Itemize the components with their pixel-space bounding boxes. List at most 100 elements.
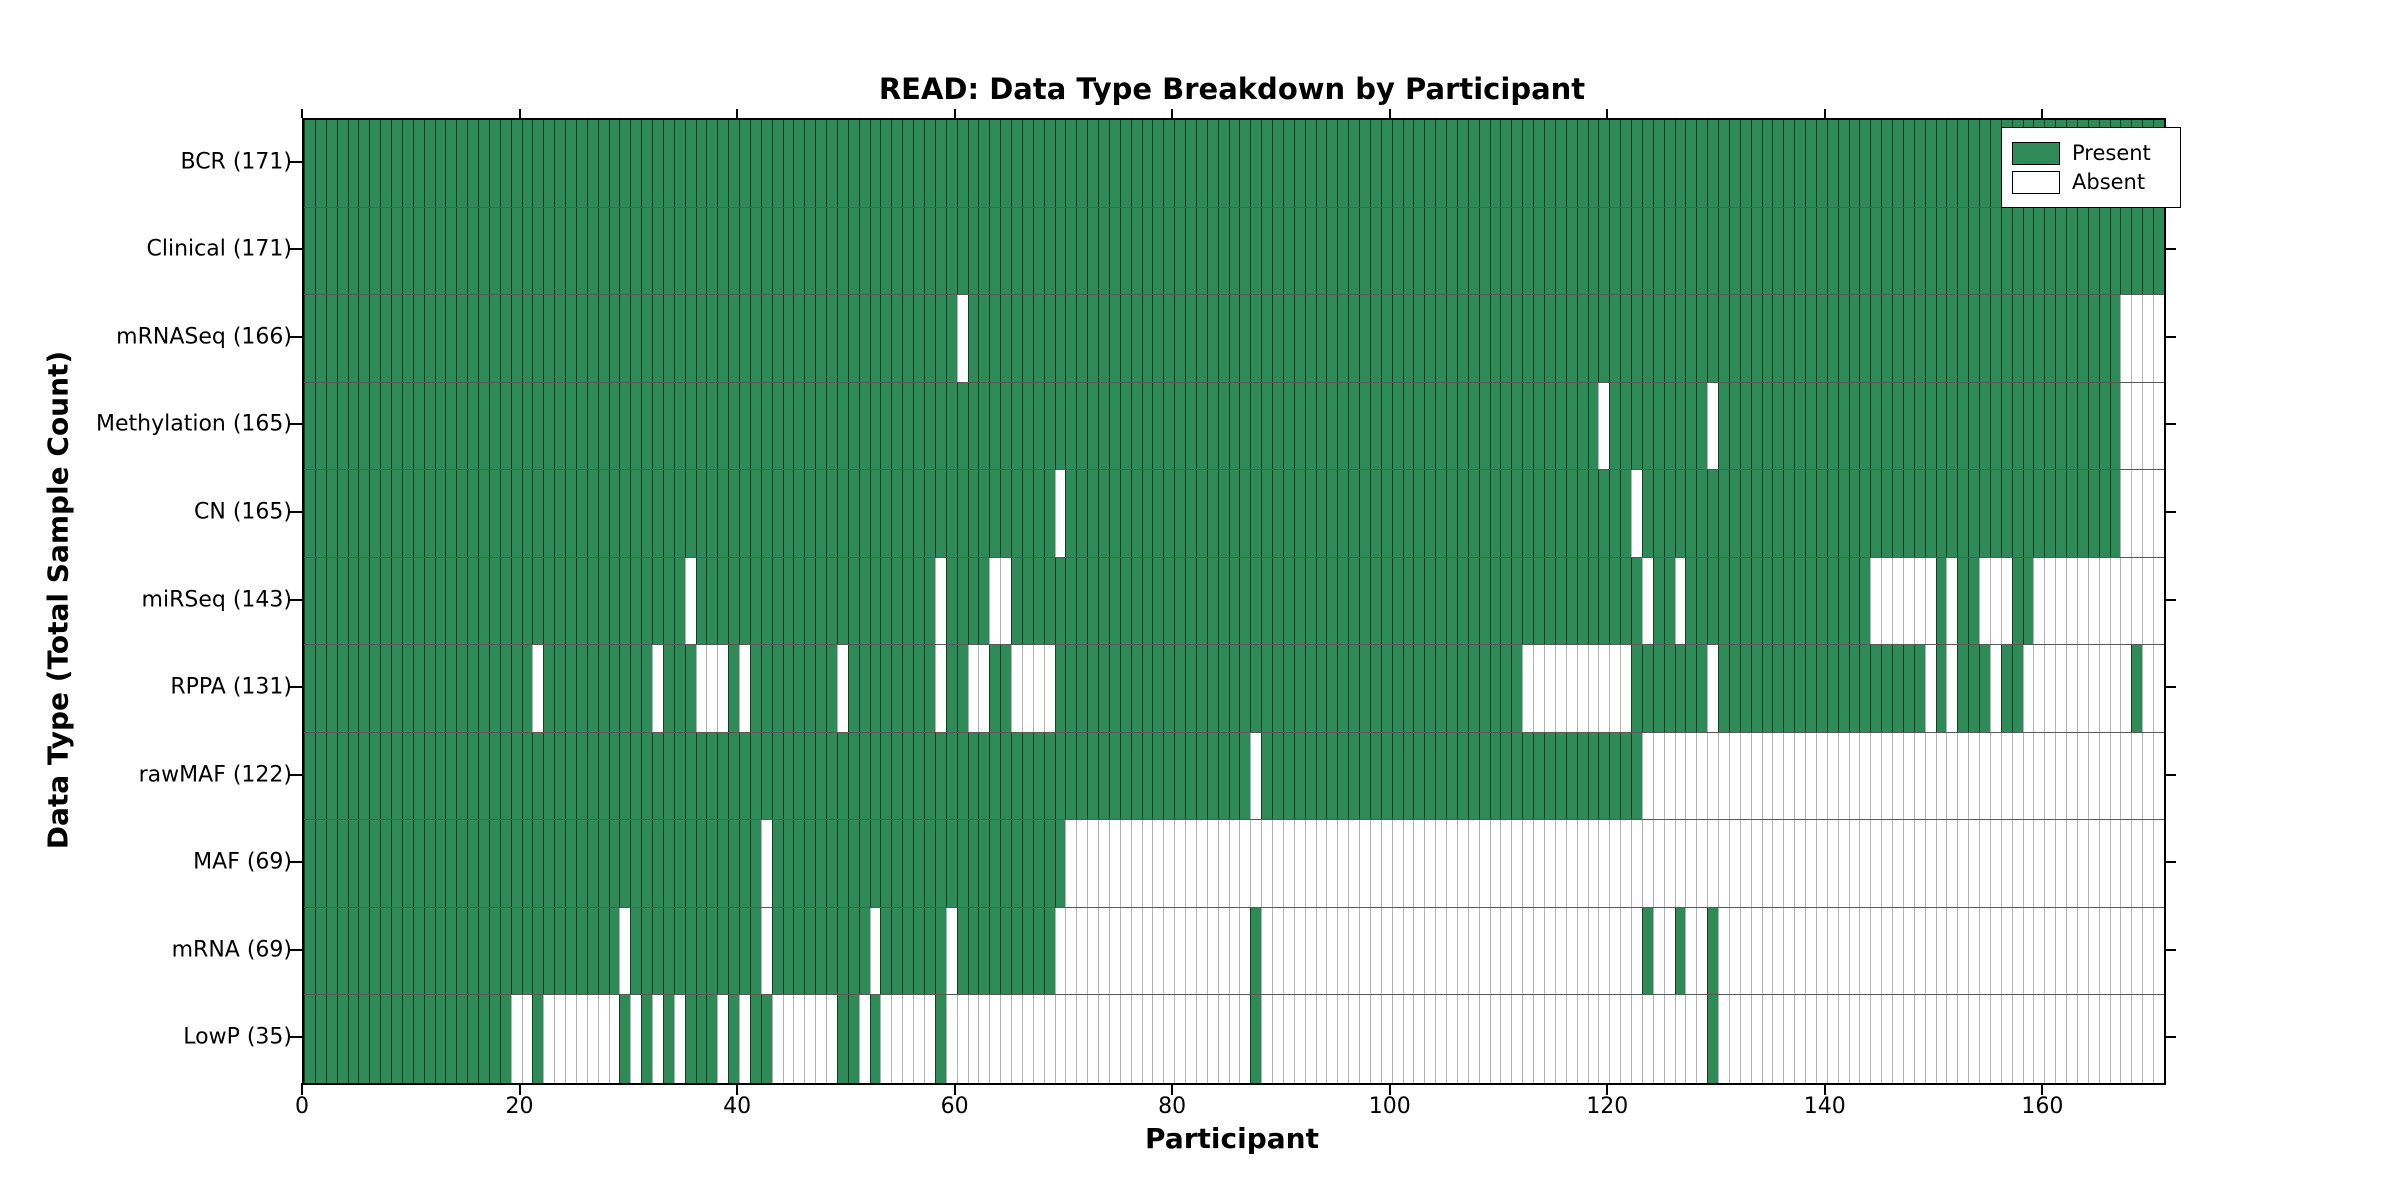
matrix-cell — [1805, 732, 1816, 820]
matrix-cell — [2153, 820, 2164, 907]
matrix-cell — [1402, 820, 1414, 907]
tick-mark — [1823, 109, 1826, 118]
matrix-cell — [1348, 207, 1360, 295]
matrix-cell — [652, 820, 663, 907]
matrix-cell — [412, 120, 424, 207]
matrix-cell — [325, 732, 337, 820]
matrix-cell — [1021, 645, 1033, 732]
matrix-cell — [391, 557, 402, 645]
matrix-cell — [478, 907, 489, 995]
matrix-cell — [1119, 120, 1131, 207]
matrix-cell — [1663, 295, 1675, 382]
matrix-cell — [1348, 557, 1360, 645]
matrix-cell — [902, 295, 914, 382]
matrix-cell — [2055, 557, 2067, 645]
matrix-cell — [1620, 907, 1632, 995]
matrix-cell — [1489, 820, 1501, 907]
matrix-cell — [336, 995, 348, 1083]
matrix-cell — [423, 907, 435, 995]
matrix-cell — [956, 645, 968, 732]
matrix-cell — [304, 907, 315, 995]
matrix-cell — [532, 732, 544, 820]
matrix-cell — [662, 645, 674, 732]
matrix-cell — [2142, 995, 2154, 1083]
matrix-cell — [1413, 907, 1425, 995]
matrix-cell — [1924, 207, 1936, 295]
matrix-cell — [2044, 557, 2056, 645]
matrix-cell — [771, 557, 783, 645]
matrix-cell — [2087, 907, 2099, 995]
matrix-cell — [1304, 645, 1316, 732]
matrix-cell — [488, 295, 500, 382]
matrix-cell — [369, 645, 381, 732]
matrix-cell — [2000, 732, 2012, 820]
matrix-cell — [891, 732, 903, 820]
matrix-cell — [717, 995, 729, 1083]
tick-mark — [2164, 423, 2176, 426]
matrix-cell — [1631, 120, 1642, 207]
matrix-cell — [445, 907, 457, 995]
matrix-cell — [1141, 120, 1153, 207]
matrix-cell — [456, 820, 468, 907]
matrix-cell — [1021, 120, 1033, 207]
matrix-cell — [739, 820, 750, 907]
matrix-cell — [1565, 120, 1577, 207]
matrix-cell — [434, 295, 446, 382]
matrix-cell — [1272, 207, 1283, 295]
tick-mark — [290, 686, 302, 689]
matrix-cell — [2076, 645, 2088, 732]
matrix-cell — [967, 995, 979, 1083]
matrix-cell — [978, 995, 990, 1083]
matrix-cell — [815, 295, 827, 382]
matrix-cell — [804, 907, 816, 995]
matrix-cell — [913, 995, 924, 1083]
matrix-cell — [423, 382, 435, 470]
matrix-cell — [401, 732, 413, 820]
matrix-cell — [1598, 557, 1610, 645]
matrix-cell — [1359, 732, 1370, 820]
matrix-cell — [1239, 557, 1251, 645]
matrix-cell — [488, 557, 500, 645]
matrix-cell — [1032, 732, 1044, 820]
matrix-cell — [1815, 907, 1827, 995]
matrix-cell — [1500, 295, 1512, 382]
matrix-cell — [597, 382, 609, 470]
matrix-cell — [1250, 120, 1262, 207]
matrix-cell — [1761, 295, 1773, 382]
matrix-cell — [1511, 295, 1523, 382]
matrix-cell — [1826, 732, 1838, 820]
matrix-cell — [1761, 382, 1773, 470]
matrix-cell — [1881, 645, 1893, 732]
matrix-cell — [608, 382, 620, 470]
matrix-cell — [760, 732, 772, 820]
matrix-cell — [2109, 295, 2121, 382]
matrix-cell — [2000, 557, 2012, 645]
matrix-cell — [1195, 557, 1207, 645]
matrix-cell — [739, 207, 750, 295]
matrix-cell — [1402, 557, 1414, 645]
matrix-cell — [412, 645, 424, 732]
matrix-cell — [967, 732, 979, 820]
tick-mark — [290, 773, 302, 776]
matrix-cell — [1750, 645, 1762, 732]
matrix-cell — [836, 645, 848, 732]
matrix-cell — [619, 732, 631, 820]
matrix-cell — [1979, 557, 1990, 645]
matrix-cell — [1979, 732, 1990, 820]
matrix-cell — [989, 207, 1001, 295]
matrix-cell — [412, 207, 424, 295]
matrix-cell — [521, 120, 533, 207]
matrix-cell — [673, 382, 685, 470]
matrix-cell — [1935, 382, 1947, 470]
matrix-cell — [401, 557, 413, 645]
matrix-cell — [314, 732, 326, 820]
matrix-cell — [1261, 645, 1273, 732]
matrix-cell — [760, 995, 772, 1083]
matrix-cell — [641, 557, 653, 645]
matrix-cell — [1652, 645, 1664, 732]
matrix-cell — [1609, 557, 1621, 645]
matrix-cell — [1282, 207, 1294, 295]
matrix-cell — [2120, 732, 2132, 820]
matrix-cell — [858, 207, 870, 295]
matrix-cell — [1815, 732, 1827, 820]
